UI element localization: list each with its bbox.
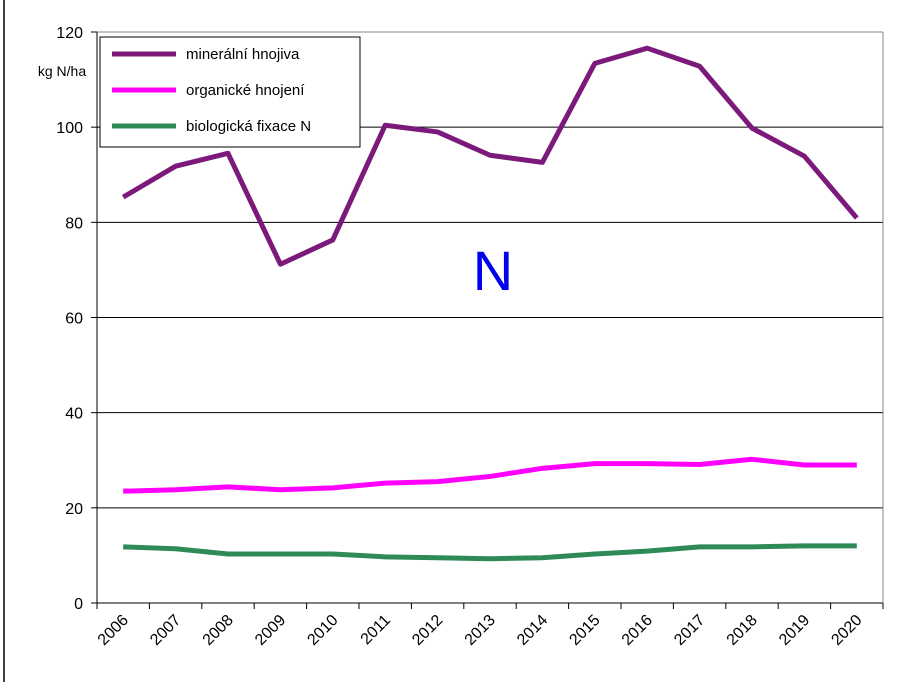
y-tick-label: 40	[65, 406, 83, 423]
y-axis-label: kg N/ha	[38, 63, 86, 79]
data-line	[121, 45, 859, 267]
legend-label: minerální hnojiva	[186, 46, 300, 63]
y-tick-label: 100	[56, 120, 83, 137]
y-tick-label: 60	[65, 311, 83, 328]
y-tick-label: 20	[65, 501, 83, 518]
data-line	[123, 456, 857, 494]
annotation: N	[473, 239, 513, 302]
y-tick-label: 80	[65, 215, 83, 232]
data-line	[123, 543, 857, 562]
legend-label: organické hnojení	[186, 82, 305, 99]
y-tick-label: 120	[56, 25, 83, 42]
legend-label: biologická fixace N	[186, 118, 311, 135]
y-tick-label: 0	[74, 596, 83, 613]
